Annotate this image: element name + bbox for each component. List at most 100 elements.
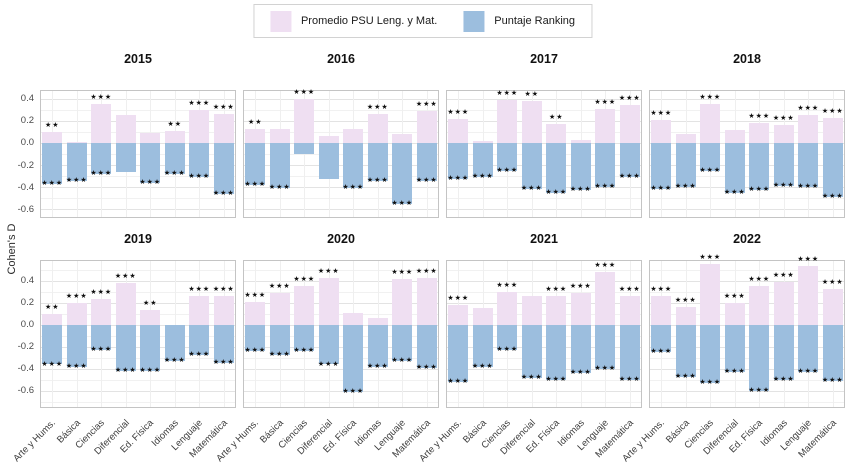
bar-psu bbox=[367, 318, 388, 325]
significance-stars-ranking: ★★★ bbox=[114, 367, 137, 375]
gridline bbox=[41, 390, 235, 392]
significance-stars-psu: ★★★ bbox=[212, 286, 235, 294]
gridline bbox=[447, 154, 641, 155]
significance-stars-psu: ★★★ bbox=[496, 281, 519, 289]
facet-title: 2021 bbox=[530, 232, 558, 246]
significance-stars-ranking: ★★★ bbox=[41, 360, 64, 368]
gridline bbox=[447, 379, 641, 381]
significance-stars-ranking: ★★★ bbox=[65, 362, 88, 370]
significance-stars-ranking: ★★★ bbox=[723, 368, 746, 376]
significance-stars-psu: ★★ bbox=[524, 91, 540, 98]
significance-stars-ranking: ★★★ bbox=[139, 367, 162, 375]
gridline bbox=[41, 131, 235, 133]
bar-psu bbox=[822, 117, 843, 143]
bar-ranking bbox=[448, 324, 469, 383]
gridline bbox=[244, 98, 438, 100]
y-tick-label: 0.2 bbox=[20, 297, 34, 309]
bar-ranking bbox=[619, 324, 640, 380]
bar-psu bbox=[651, 119, 672, 143]
significance-stars-psu: ★★★ bbox=[594, 98, 617, 106]
gridline bbox=[447, 209, 641, 211]
bar-ranking bbox=[546, 143, 567, 193]
bar-ranking bbox=[42, 143, 63, 184]
gridline bbox=[650, 291, 844, 293]
bar-psu bbox=[619, 105, 640, 143]
significance-stars-psu: ★★★ bbox=[268, 283, 291, 290]
bar-ranking bbox=[749, 143, 770, 191]
significance-stars-ranking: ★★★ bbox=[594, 364, 617, 372]
gridline bbox=[650, 302, 844, 304]
y-tick-label: -0.2 bbox=[17, 341, 34, 353]
gridline-vertical bbox=[304, 91, 306, 217]
significance-stars-ranking: ★★★ bbox=[545, 188, 568, 196]
significance-stars-ranking: ★★★ bbox=[391, 357, 414, 365]
bar-ranking bbox=[472, 143, 493, 178]
significance-stars-psu: ★★★ bbox=[748, 113, 771, 121]
significance-stars-psu: ★★★ bbox=[650, 109, 673, 117]
bar-psu bbox=[448, 118, 469, 143]
bar-psu bbox=[798, 265, 819, 325]
gridline bbox=[244, 154, 438, 155]
bar-ranking bbox=[245, 324, 266, 352]
bar-psu bbox=[213, 296, 234, 325]
bar-ranking bbox=[392, 324, 413, 362]
significance-stars-psu: ★★★ bbox=[618, 286, 641, 294]
bar-ranking bbox=[749, 324, 770, 391]
gridline bbox=[447, 187, 641, 189]
bar-ranking bbox=[269, 143, 290, 189]
gridline bbox=[650, 390, 844, 392]
bar-psu bbox=[724, 302, 745, 325]
bar-ranking bbox=[497, 143, 518, 171]
gridline bbox=[650, 120, 844, 122]
significance-stars-ranking: ★★★ bbox=[594, 183, 617, 191]
significance-stars-ranking: ★★★ bbox=[748, 186, 771, 194]
significance-stars-ranking: ★★★ bbox=[699, 166, 722, 174]
gridline bbox=[650, 98, 844, 100]
bar-psu bbox=[66, 302, 87, 325]
bar-ranking bbox=[675, 143, 696, 188]
gridline bbox=[447, 269, 641, 271]
bar-psu bbox=[822, 288, 843, 325]
gridline bbox=[650, 368, 844, 370]
gridline bbox=[244, 187, 438, 189]
gridline bbox=[41, 154, 235, 155]
bar-psu bbox=[448, 305, 469, 325]
gridline bbox=[447, 143, 641, 144]
significance-stars-ranking: ★★★ bbox=[188, 350, 211, 358]
significance-stars-psu: ★★★ bbox=[317, 267, 340, 275]
significance-stars-psu: ★★★ bbox=[114, 273, 137, 281]
gridline bbox=[244, 368, 438, 370]
bar-ranking bbox=[343, 143, 364, 189]
bar-ranking bbox=[798, 143, 819, 188]
significance-stars-ranking: ★★★ bbox=[244, 180, 267, 188]
gridline bbox=[650, 379, 844, 381]
gridline bbox=[41, 176, 235, 178]
gridline bbox=[650, 154, 844, 155]
bar-ranking bbox=[773, 143, 794, 186]
significance-stars-psu: ★★★ bbox=[447, 295, 470, 303]
bar-ranking bbox=[619, 143, 640, 178]
significance-stars-ranking: ★★★ bbox=[471, 362, 494, 370]
significance-stars-ranking: ★★★ bbox=[821, 377, 844, 384]
bar-psu bbox=[595, 108, 616, 143]
bar-psu bbox=[392, 134, 413, 143]
gridline bbox=[650, 280, 844, 282]
gridline bbox=[244, 198, 438, 200]
gridline bbox=[447, 313, 641, 315]
significance-stars-psu: ★★★ bbox=[699, 254, 722, 262]
bar-psu bbox=[189, 109, 210, 143]
bar-ranking bbox=[773, 324, 794, 380]
bar-psu bbox=[318, 136, 339, 143]
gridline bbox=[447, 109, 641, 111]
bar-psu bbox=[91, 298, 112, 325]
gridline bbox=[650, 176, 844, 178]
bar-ranking bbox=[269, 324, 290, 355]
bar-psu bbox=[724, 129, 745, 143]
gridline bbox=[447, 335, 641, 337]
bar-psu bbox=[700, 264, 721, 325]
bar-psu bbox=[392, 278, 413, 325]
significance-stars-psu: ★★★ bbox=[594, 262, 617, 270]
facet-title: 2020 bbox=[327, 232, 355, 246]
gridline bbox=[41, 198, 235, 200]
significance-stars-psu: ★★★ bbox=[65, 292, 88, 300]
